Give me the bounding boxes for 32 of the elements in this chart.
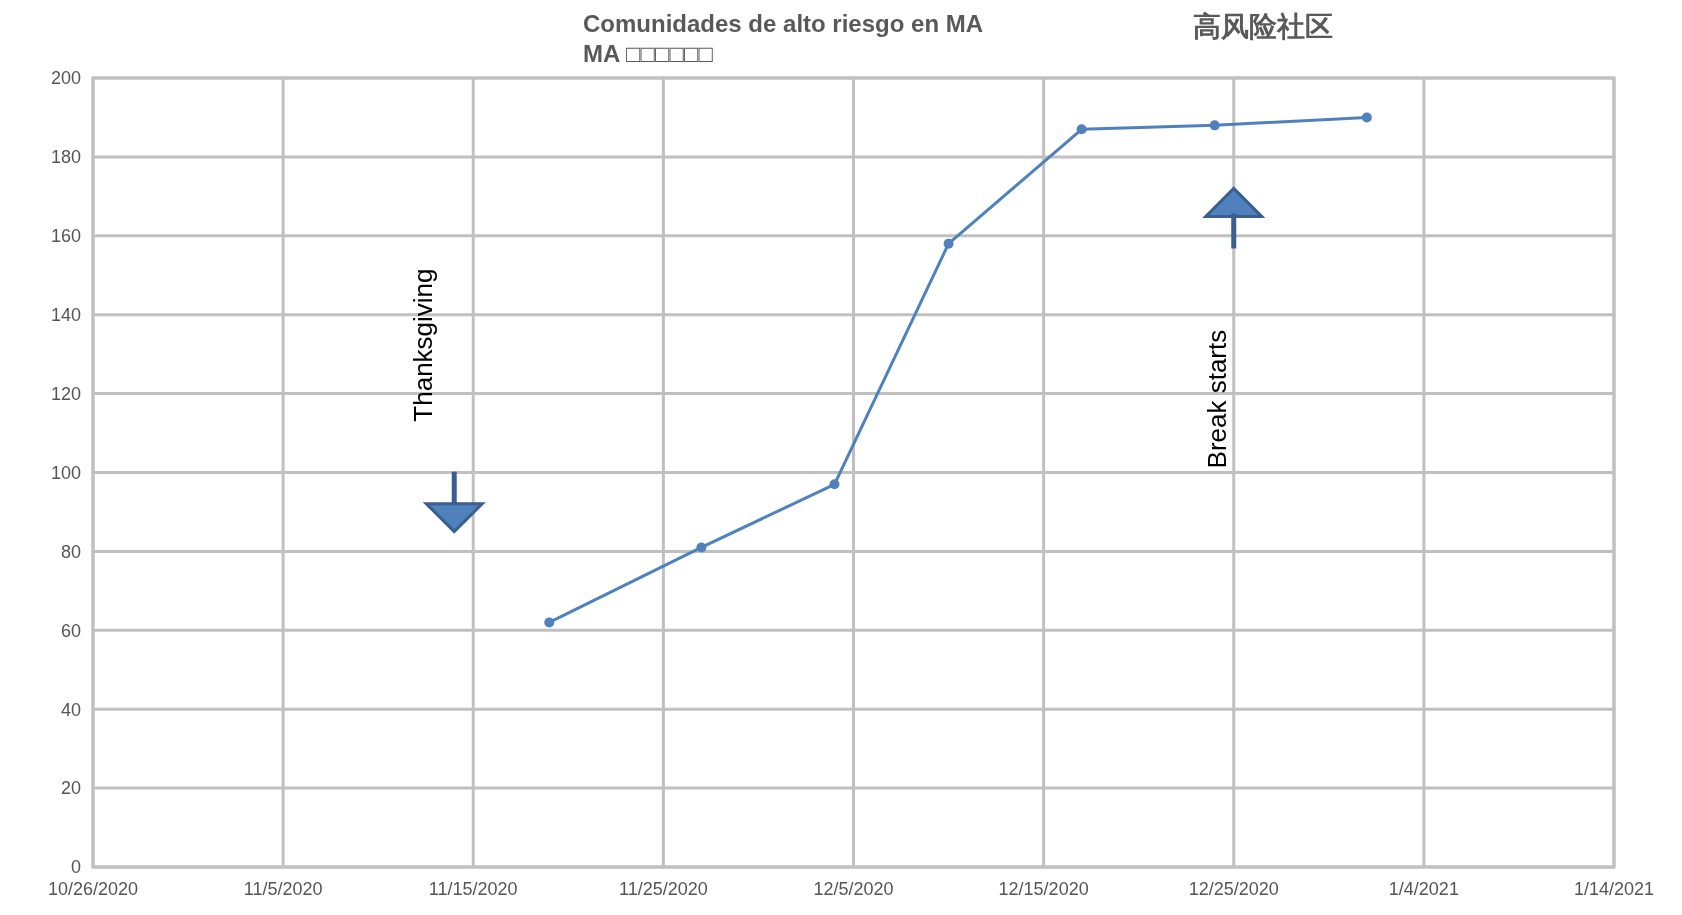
y-tick-label: 60 <box>60 620 81 641</box>
x-tick-label: 1/4/2021 <box>1388 879 1459 899</box>
point <box>943 238 954 249</box>
x-tick-label: 12/5/2020 <box>813 879 894 899</box>
text: 高风险社区 <box>1193 11 1333 42</box>
y-tick-label: 20 <box>60 778 81 799</box>
y-tick-label: 120 <box>50 383 81 404</box>
y-tick-label: 40 <box>60 699 81 720</box>
y-tick-label: 180 <box>50 147 81 168</box>
x-tick-label: 11/5/2020 <box>243 879 323 899</box>
chart-title: Comunidades de alto riesgo en MA <box>583 10 984 37</box>
point <box>829 479 840 490</box>
y-tick-label: 80 <box>60 541 81 562</box>
x-tick-label: 10/26/2020 <box>47 879 139 899</box>
chart-subtitle: MA □□□□□□ <box>583 40 714 67</box>
y-tick-label: 100 <box>50 462 81 483</box>
point <box>1361 112 1372 123</box>
point <box>1076 124 1087 135</box>
x-tick-label: 11/15/2020 <box>428 879 518 899</box>
annotation: Break starts <box>1201 329 1232 469</box>
x-tick-label: 12/25/2020 <box>1188 879 1279 899</box>
y-tick-label: 200 <box>50 68 81 89</box>
y-tick-label: 140 <box>50 305 81 325</box>
x-tick-label: 11/25/2020 <box>618 879 708 899</box>
y-tick-label: 0 <box>70 857 81 878</box>
point <box>1209 120 1220 131</box>
x-tick-label: 1/14/2021 <box>1573 879 1655 899</box>
annotation: Thanksgiving <box>408 268 439 422</box>
point <box>544 617 555 628</box>
x-tick-label: 12/15/2020 <box>998 879 1089 899</box>
y-tick-label: 160 <box>50 226 81 247</box>
point <box>696 542 707 553</box>
